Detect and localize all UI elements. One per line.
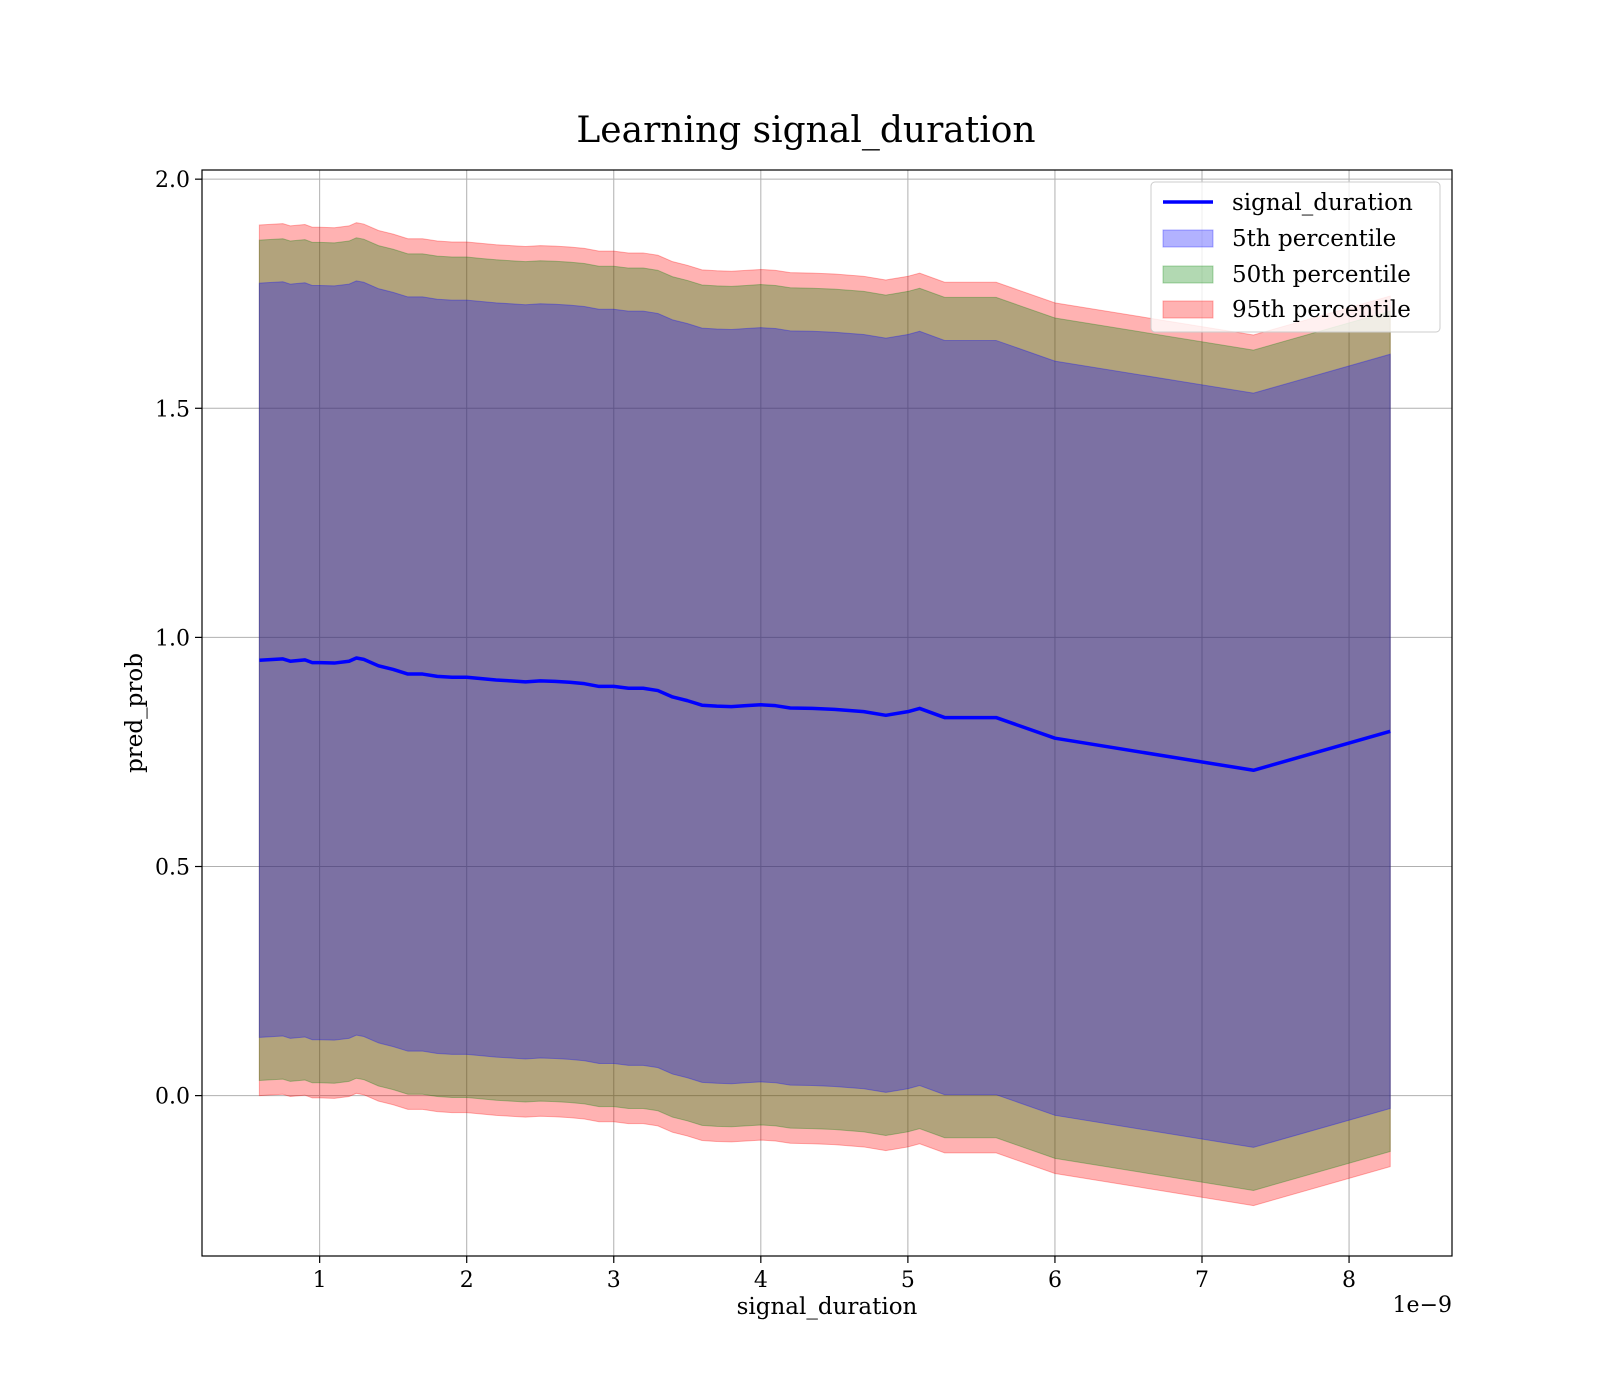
band-50th-percentile [258,237,1391,1191]
legend-frame [1150,181,1441,333]
y-tick-label: 0.5 [155,856,190,881]
x-tick-label: 4 [754,1268,768,1293]
legend-label: signal_duration [1232,190,1413,216]
legend-item: signal_duration [1163,190,1413,216]
band-5th-percentile [258,280,1391,1148]
series-lines [259,656,1391,773]
y-tick-label: 0.0 [155,1085,190,1110]
x-axis-label: signal_duration [737,1294,918,1320]
x-tick-label: 6 [1048,1268,1062,1293]
y-axis-label: pred_prob [122,653,148,773]
y-tick-label: 1.0 [155,626,190,651]
legend-band-swatch [1162,229,1214,248]
legend: signal_duration 5th percentile 50th percen… [1150,181,1441,333]
y-tick-label: 2.0 [155,168,190,193]
grid [202,170,1452,1256]
legend-label: 50th percentile [1232,262,1411,288]
legend-label: 95th percentile [1232,297,1411,323]
x-tick-label: 2 [460,1268,474,1293]
plot-frame [201,169,1453,1257]
y-axis: 0.0 0.5 1.0 1.5 2.0 [155,168,202,1110]
x-tick-label: 3 [607,1268,621,1293]
x-tick-label: 8 [1342,1268,1356,1293]
x-tick-label: 1 [313,1268,327,1293]
legend-item: 5th percentile [1162,226,1396,252]
x-axis: 1 2 3 4 5 6 7 8 [313,1256,1356,1293]
chart-title: Learning signal_duration [576,110,1035,151]
legend-item: 50th percentile [1162,262,1411,288]
legend-item: 95th percentile [1162,297,1411,323]
legend-label: 5th percentile [1232,226,1396,252]
legend-band-swatch [1162,300,1214,319]
x-tick-label: 5 [901,1268,915,1293]
x-tick-label: 7 [1195,1268,1209,1293]
y-tick-label: 1.5 [155,397,190,422]
percentile-bands [258,222,1391,1207]
band-95th-percentile [258,222,1391,1207]
x-axis-offset-label: 1e−9 [1393,1293,1452,1318]
line-signal-duration [259,656,1391,773]
legend-band-swatch [1162,265,1214,284]
